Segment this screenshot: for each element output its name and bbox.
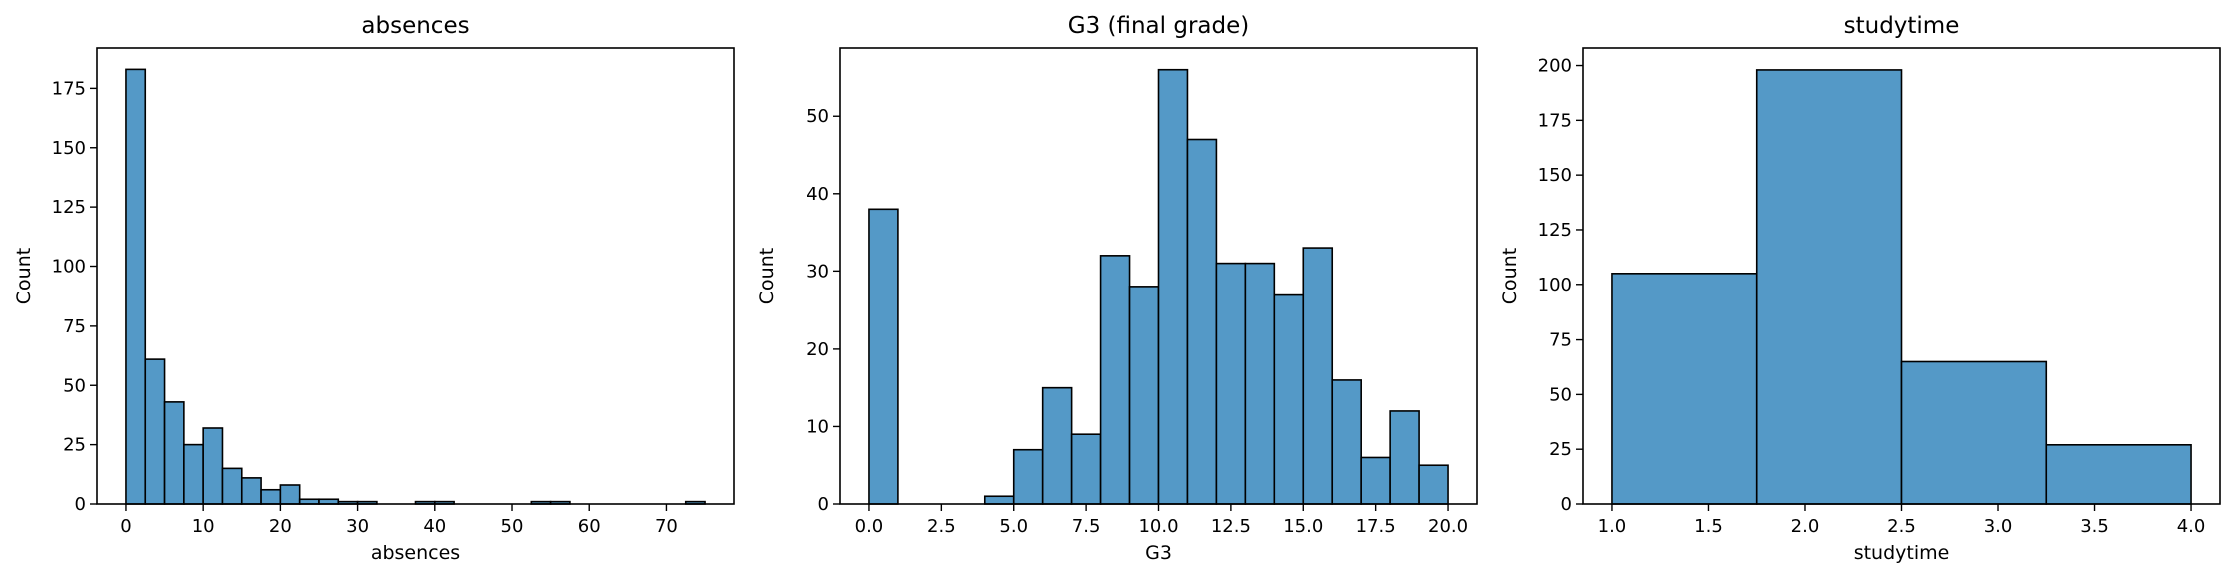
histogram-bar <box>1755 69 1903 505</box>
histogram-bar <box>1215 262 1247 505</box>
x-tick-label: 5.0 <box>999 516 1028 537</box>
histogram-bar <box>1418 464 1449 505</box>
y-tick-label: 200 <box>1538 56 1572 77</box>
y-axis-label: Count <box>13 248 35 304</box>
y-tick-label: 150 <box>1538 165 1572 186</box>
y-tick-label: 100 <box>1538 275 1572 296</box>
y-tick-label: 0 <box>75 494 86 515</box>
histogram-bar <box>1273 293 1305 505</box>
x-axis-label: G3 <box>1145 542 1172 564</box>
x-tick-label: 10 <box>192 516 215 537</box>
x-tick-label: 4.0 <box>2177 516 2206 537</box>
x-tick-label: 70 <box>655 516 678 537</box>
y-tick-label: 175 <box>1538 110 1572 131</box>
histogram-bar <box>202 427 224 505</box>
y-tick-label: 40 <box>806 184 829 205</box>
y-axis-label: Count <box>1499 248 1521 304</box>
chart-title: G3 (final grade) <box>1068 13 1249 39</box>
y-tick-label: 50 <box>63 375 86 396</box>
histogram-bar <box>1331 379 1362 505</box>
histogram-bar <box>1128 286 1160 505</box>
x-tick-label: 3.5 <box>2080 516 2109 537</box>
x-tick-label: 3.0 <box>1984 516 2013 537</box>
x-tick-label: 40 <box>423 516 446 537</box>
x-tick-label: 20 <box>269 516 292 537</box>
y-tick-label: 0 <box>1561 494 1572 515</box>
y-tick-label: 50 <box>806 106 829 127</box>
x-tick-label: 0.0 <box>855 516 884 537</box>
histogram-bar <box>1389 410 1420 505</box>
histogram-bar <box>1186 138 1218 505</box>
x-tick-label: 60 <box>578 516 601 537</box>
y-tick-label: 125 <box>1538 220 1572 241</box>
histogram-bar <box>1611 273 1758 505</box>
histogram-bar <box>1302 247 1334 505</box>
x-tick-label: 15.0 <box>1283 516 1323 537</box>
histogram-bar <box>279 484 301 505</box>
studytime-panel: 1.0 1.5 2.0 2.5 3.0 3.5 4.0 0 25 50 75 100 125 150 175… <box>1499 13 2221 564</box>
histogram-bar <box>144 358 166 505</box>
y-tick-label: 75 <box>1549 330 1572 351</box>
x-tick-label: 50 <box>501 516 524 537</box>
histogram-bar <box>163 401 185 505</box>
y-axis-label: Count <box>756 248 778 304</box>
x-tick-label: 20.0 <box>1428 516 1468 537</box>
histogram-bar <box>125 68 147 505</box>
y-tick-label: 20 <box>806 339 829 360</box>
x-tick-label: 0 <box>120 516 131 537</box>
absences-panel: 0 10 20 30 40 50 60 70 0 25 50 75 100 125 150 175 absenc… <box>13 13 735 564</box>
histogram-bar <box>240 477 262 505</box>
y-tick-label: 100 <box>52 257 86 278</box>
y-tick-label: 25 <box>1549 439 1572 460</box>
histogram-bar <box>1041 386 1073 505</box>
histogram-bar <box>1157 68 1189 505</box>
histogram-bar <box>183 443 204 505</box>
y-tick-label: 0 <box>818 494 829 515</box>
chart-title: studytime <box>1844 13 1960 39</box>
y-tick-label: 50 <box>1549 384 1572 405</box>
g3-panel: 0.0 2.5 5.0 7.5 10.0 12.5 15.0 17.5 20.0 0 10 20 30 4… <box>756 13 1478 564</box>
x-tick-label: 2.0 <box>1791 516 1820 537</box>
x-tick-label: 1.0 <box>1598 516 1627 537</box>
x-tick-label: 30 <box>346 516 369 537</box>
y-tick-label: 10 <box>806 416 829 437</box>
histogram-bar <box>1070 433 1102 505</box>
histogram-bar <box>868 208 899 505</box>
y-tick-label: 75 <box>63 316 86 337</box>
x-axis-label: absences <box>371 542 460 564</box>
x-tick-label: 10.0 <box>1138 516 1178 537</box>
histogram-bar <box>1099 255 1131 505</box>
x-tick-label: 12.5 <box>1211 516 1251 537</box>
y-tick-label: 30 <box>806 261 829 282</box>
histogram-bar <box>1360 456 1391 505</box>
histogram-bar <box>1244 262 1276 505</box>
x-tick-label: 2.5 <box>927 516 956 537</box>
x-tick-label: 1.5 <box>1694 516 1723 537</box>
histogram-bar <box>260 488 282 505</box>
y-tick-label: 25 <box>63 435 86 456</box>
y-tick-label: 150 <box>52 138 86 159</box>
y-tick-label: 125 <box>52 197 86 218</box>
x-tick-label: 2.5 <box>1887 516 1916 537</box>
y-tick-label: 175 <box>52 78 86 99</box>
chart-title: absences <box>361 13 469 39</box>
histogram-bar <box>1012 448 1044 505</box>
histogram-bar <box>1900 360 2048 505</box>
histogram-bar <box>983 495 1015 505</box>
x-tick-label: 17.5 <box>1356 516 1396 537</box>
histogram-bar <box>2045 444 2192 505</box>
axes-frame <box>96 47 735 505</box>
x-tick-label: 7.5 <box>1072 516 1101 537</box>
histogram-bar <box>221 467 243 505</box>
x-axis-label: studytime <box>1854 542 1950 564</box>
